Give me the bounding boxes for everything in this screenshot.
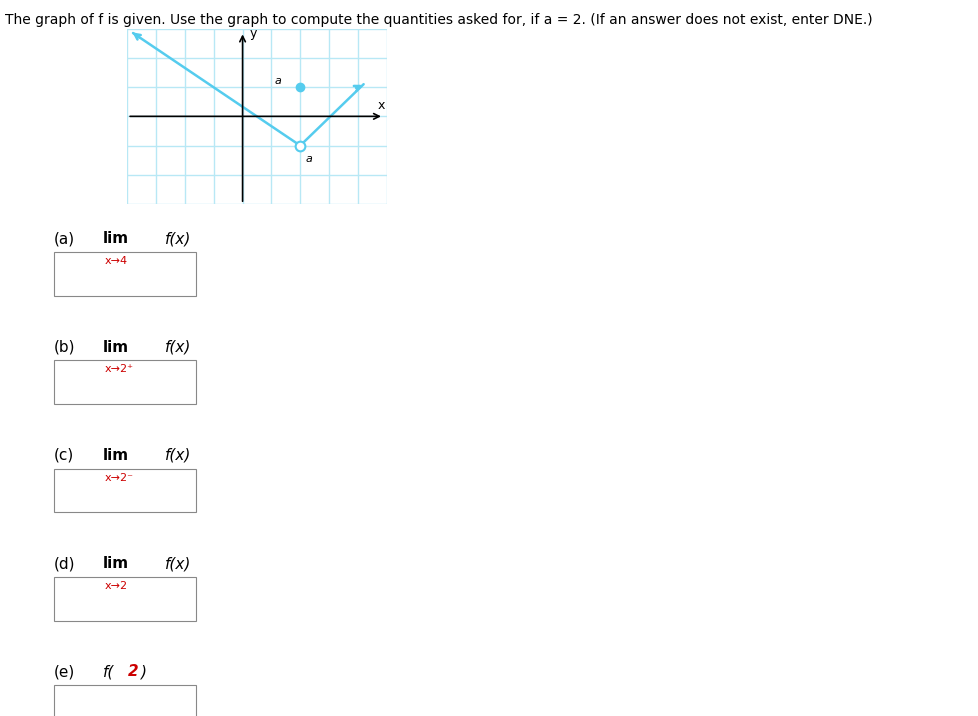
Text: a: a	[306, 154, 313, 164]
Text: (a): (a)	[54, 231, 75, 246]
Text: x→2⁺: x→2⁺	[105, 364, 134, 374]
Text: lim: lim	[103, 339, 129, 354]
Text: f(x): f(x)	[164, 231, 191, 246]
Text: y: y	[249, 27, 257, 40]
Text: x→4: x→4	[105, 256, 128, 266]
Text: 2: 2	[128, 664, 139, 679]
Text: a: a	[274, 76, 281, 86]
Text: x→2: x→2	[105, 581, 128, 591]
Text: x→2⁻: x→2⁻	[105, 473, 134, 483]
Text: f(x): f(x)	[164, 448, 191, 463]
Text: f(: f(	[103, 664, 114, 679]
Text: (b): (b)	[54, 339, 75, 354]
FancyBboxPatch shape	[54, 577, 196, 621]
Text: (c): (c)	[54, 448, 74, 463]
FancyBboxPatch shape	[54, 685, 196, 716]
Text: f(x): f(x)	[164, 339, 191, 354]
Text: (e): (e)	[54, 664, 75, 679]
Text: lim: lim	[103, 448, 129, 463]
Text: (d): (d)	[54, 556, 75, 571]
Text: f(x): f(x)	[164, 556, 191, 571]
Text: ): )	[141, 664, 147, 679]
FancyBboxPatch shape	[54, 252, 196, 296]
FancyBboxPatch shape	[54, 360, 196, 404]
Text: x: x	[378, 99, 385, 112]
Text: lim: lim	[103, 231, 129, 246]
FancyBboxPatch shape	[54, 468, 196, 513]
Text: lim: lim	[103, 556, 129, 571]
Text: The graph of f is given. Use the graph to compute the quantities asked for, if a: The graph of f is given. Use the graph t…	[5, 13, 871, 27]
